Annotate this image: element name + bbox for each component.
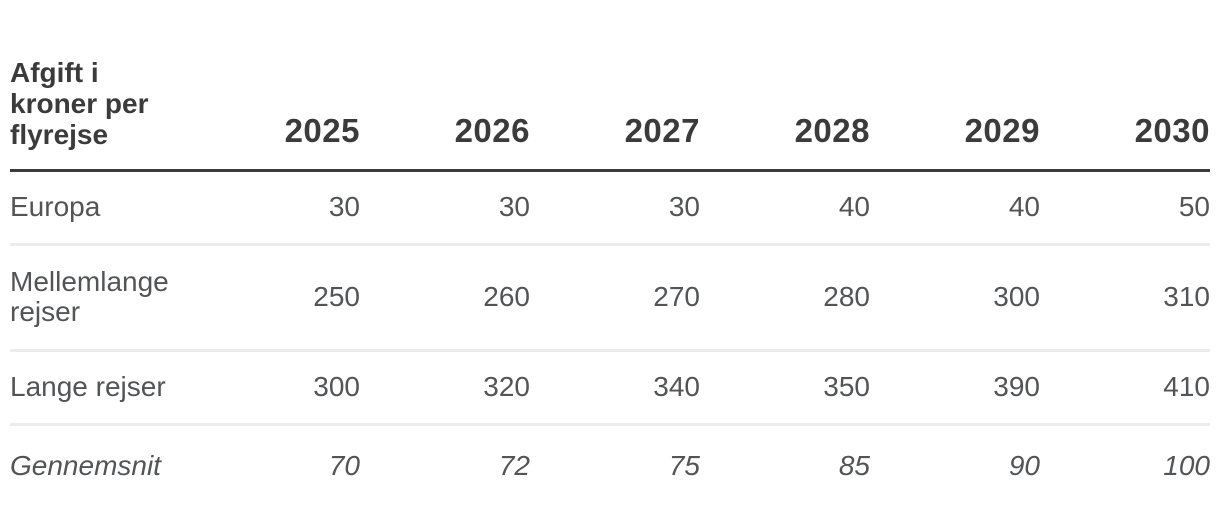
column-header-2025: 2025 [190, 0, 360, 172]
row-label: Mellemlange rejser [10, 244, 190, 352]
cell-value: 350 [700, 350, 870, 426]
row-label: Lange rejser [10, 350, 190, 426]
cell-value: 50 [1040, 170, 1210, 246]
table-row-mellemlange-rejser: Mellemlange rejser 250 260 270 280 300 3… [10, 244, 1210, 352]
cell-value: 320 [360, 350, 530, 426]
table-row-gennemsnit: Gennemsnit 70 72 75 85 90 100 [10, 424, 1210, 506]
cell-value: 300 [870, 244, 1040, 352]
cell-value: 270 [530, 244, 700, 352]
cell-value: 40 [870, 170, 1040, 246]
cell-value: 390 [870, 350, 1040, 426]
cell-value: 40 [700, 170, 870, 246]
table-row-lange-rejser: Lange rejser 300 320 340 350 390 410 [10, 350, 1210, 426]
cell-value: 280 [700, 244, 870, 352]
cell-value: 30 [530, 170, 700, 246]
column-header-2030: 2030 [1040, 0, 1210, 172]
cell-value: 310 [1040, 244, 1210, 352]
table-title-cell: Afgift i kroner per flyrejse [10, 0, 190, 172]
table-body: Europa 30 30 30 40 40 50 Mellemlange rej… [10, 170, 1210, 506]
cell-value: 30 [190, 170, 360, 246]
cell-value: 260 [360, 244, 530, 352]
table-header: Afgift i kroner per flyrejse 2025 2026 2… [10, 0, 1210, 172]
cell-value: 72 [498, 449, 530, 481]
row-label: Gennemsnit [10, 449, 161, 481]
cell-value: 340 [530, 350, 700, 426]
column-header-2027: 2027 [530, 0, 700, 172]
flight-tax-table: Afgift i kroner per flyrejse 2025 2026 2… [10, 0, 1210, 506]
cell-value: 30 [360, 170, 530, 246]
cell-value: 90 [1008, 449, 1040, 481]
column-header-2026: 2026 [360, 0, 530, 172]
table-row-europa: Europa 30 30 30 40 40 50 [10, 170, 1210, 246]
row-label: Europa [10, 170, 190, 246]
cell-value: 75 [668, 449, 700, 481]
cell-value: 100 [1163, 449, 1210, 481]
cell-value: 410 [1040, 350, 1210, 426]
column-header-2028: 2028 [700, 0, 870, 172]
cell-value: 85 [838, 449, 870, 481]
table-title: Afgift i kroner per flyrejse [10, 56, 149, 150]
header-row: Afgift i kroner per flyrejse 2025 2026 2… [10, 0, 1210, 172]
cell-value: 70 [328, 449, 360, 481]
cell-value: 250 [190, 244, 360, 352]
column-header-2029: 2029 [870, 0, 1040, 172]
cell-value: 300 [190, 350, 360, 426]
